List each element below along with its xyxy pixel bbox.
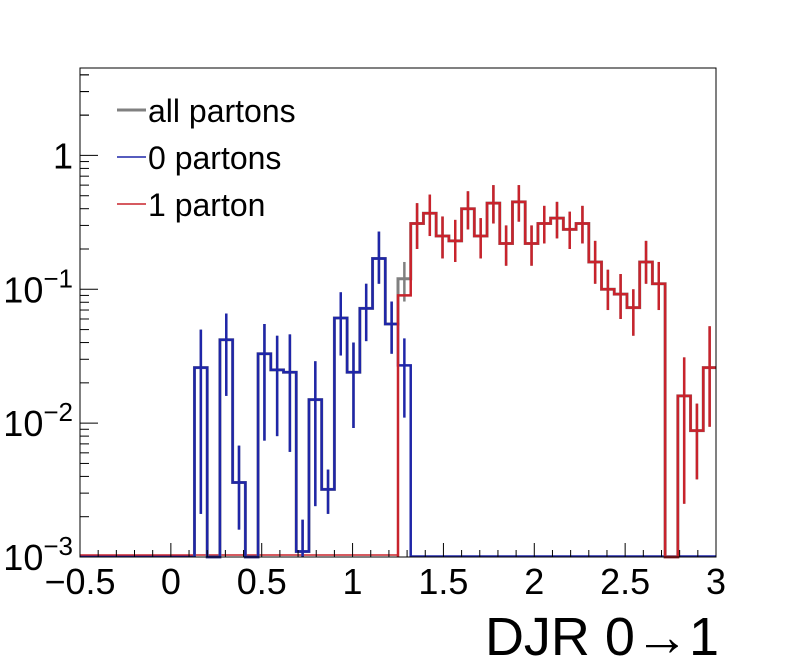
x-tick-label: 2.5: [600, 561, 650, 602]
tick-labels: −0.5 0 0.5 1 1.5 2 2.5 3 1 10−1 10−2 10−3: [3, 135, 726, 602]
x-axis-label: DJR 0→1: [485, 607, 719, 667]
legend: all partons 0 partons 1 parton: [117, 93, 296, 223]
plot-layer: [80, 185, 716, 559]
legend-item-1-parton: 1 parton: [117, 187, 265, 223]
x-tick-label: 1.5: [418, 561, 468, 602]
histogram-outline: [193, 257, 412, 559]
y-tick-label: 10−3: [3, 531, 73, 578]
legend-item-all-partons: all partons: [117, 93, 296, 129]
x-tick-label: −0.5: [44, 561, 115, 602]
x-tick-label: 2: [524, 561, 544, 602]
x-tick-label: 1: [343, 561, 363, 602]
y-tick-label: 10−1: [3, 263, 73, 310]
x-tick-label: 0.5: [237, 561, 287, 602]
plot-frame: [79, 67, 717, 558]
series-0-partons: [193, 231, 412, 559]
legend-label: 0 partons: [148, 140, 281, 176]
legend-item-0-partons: 0 partons: [117, 140, 281, 176]
y-tick-label: 1: [53, 135, 73, 176]
x-tick-label: 0: [161, 561, 181, 602]
legend-label: 1 parton: [148, 187, 265, 223]
legend-label: all partons: [148, 93, 296, 129]
histogram-outline: [396, 200, 716, 559]
y-tick-label: 10−2: [3, 397, 73, 444]
x-tick-label: 3: [706, 561, 726, 602]
axis-ticks: [79, 74, 717, 558]
series-1-parton: [396, 185, 716, 559]
